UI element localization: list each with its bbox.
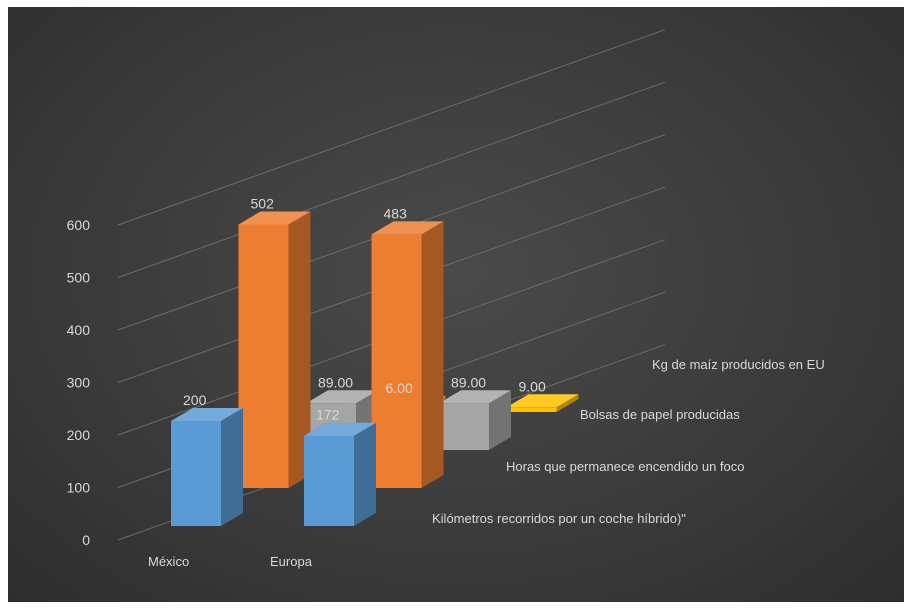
bar-side <box>421 221 444 489</box>
data-label: 9.00 <box>519 378 546 394</box>
bar-2-1 <box>439 390 511 450</box>
y-tick-label: 600 <box>67 217 91 233</box>
series-label: Kg de maíz producidos en EU <box>652 357 825 372</box>
bar-side <box>221 408 243 526</box>
bar-top <box>304 422 376 436</box>
series-label: Bolsas de papel producidas <box>580 407 740 422</box>
data-label: 483 <box>384 205 408 221</box>
data-label: 6.00 <box>386 380 413 396</box>
bar-0-1 <box>304 422 376 526</box>
bar-top <box>171 408 243 421</box>
chart-frame: 0 100 200 300 400 500 600 6.00 9.00 89.00 89.00 50… <box>8 7 904 602</box>
bar-top <box>238 211 311 225</box>
y-tick-label: 400 <box>67 322 91 338</box>
y-tick-label: 0 <box>82 532 90 548</box>
chart-svg: 0 100 200 300 400 500 600 6.00 9.00 89.00 89.00 50… <box>67 29 825 569</box>
gridline <box>117 29 665 226</box>
bar-side <box>354 422 376 526</box>
category-label: Europa <box>270 554 313 569</box>
y-axis-ticks: 0 100 200 300 400 500 600 <box>67 217 91 548</box>
bar-top <box>506 394 579 408</box>
labels-layer: 6.00 9.00 89.00 89.00 502 483 200 172 México Euro… <box>148 195 825 569</box>
bar-top <box>439 390 511 404</box>
y-tick-label: 500 <box>67 270 91 286</box>
series-label: Horas que permanece encendido un foco <box>506 459 745 474</box>
bar-front <box>439 403 489 450</box>
bar-front <box>304 435 354 526</box>
data-label: 89.00 <box>318 374 353 390</box>
gridline <box>117 82 665 278</box>
bar-0-0 <box>171 408 243 526</box>
y-tick-label: 200 <box>67 427 91 443</box>
bars-layer <box>171 211 579 526</box>
data-label: 172 <box>316 407 340 423</box>
bar-side <box>489 390 511 450</box>
bar-front <box>506 407 557 412</box>
bar-1-1 <box>371 221 444 489</box>
bar-front <box>371 234 422 488</box>
bar-front <box>171 421 221 526</box>
y-tick-label: 300 <box>67 375 91 391</box>
bar-side <box>288 211 311 488</box>
category-label: México <box>148 554 189 569</box>
data-label: 502 <box>251 195 275 211</box>
y-tick-label: 100 <box>67 480 91 496</box>
series-label: Kilómetros recorridos por un coche híbri… <box>432 511 686 526</box>
data-label: 200 <box>183 392 207 408</box>
bar-side <box>556 394 579 412</box>
bar-3-1 <box>506 394 579 412</box>
bar-top <box>306 390 378 404</box>
bar-top <box>371 221 444 235</box>
bar-1-0 <box>238 211 311 488</box>
bar-front <box>238 224 289 488</box>
data-label: 89.00 <box>451 374 486 390</box>
